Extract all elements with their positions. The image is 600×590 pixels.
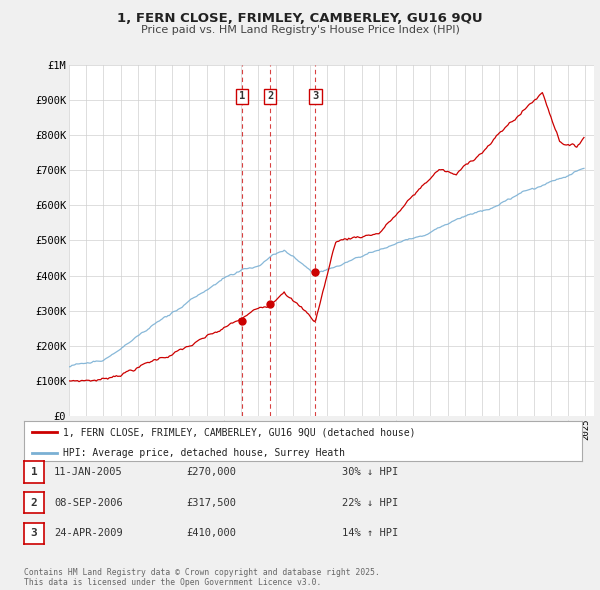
Text: 1: 1 xyxy=(239,91,245,101)
Text: Price paid vs. HM Land Registry's House Price Index (HPI): Price paid vs. HM Land Registry's House … xyxy=(140,25,460,35)
Text: 3: 3 xyxy=(31,529,37,538)
Text: 14% ↑ HPI: 14% ↑ HPI xyxy=(342,529,398,538)
Text: £270,000: £270,000 xyxy=(186,467,236,477)
Text: 11-JAN-2005: 11-JAN-2005 xyxy=(54,467,123,477)
Text: 1, FERN CLOSE, FRIMLEY, CAMBERLEY, GU16 9QU (detached house): 1, FERN CLOSE, FRIMLEY, CAMBERLEY, GU16 … xyxy=(63,428,416,438)
Text: 2: 2 xyxy=(31,498,37,507)
Text: 2: 2 xyxy=(267,91,274,101)
Text: Contains HM Land Registry data © Crown copyright and database right 2025.
This d: Contains HM Land Registry data © Crown c… xyxy=(24,568,380,587)
Text: 1: 1 xyxy=(31,467,37,477)
Text: 30% ↓ HPI: 30% ↓ HPI xyxy=(342,467,398,477)
Text: HPI: Average price, detached house, Surrey Heath: HPI: Average price, detached house, Surr… xyxy=(63,448,345,458)
Text: 3: 3 xyxy=(313,91,319,101)
Text: 24-APR-2009: 24-APR-2009 xyxy=(54,529,123,538)
Text: 22% ↓ HPI: 22% ↓ HPI xyxy=(342,498,398,507)
Text: £410,000: £410,000 xyxy=(186,529,236,538)
Text: £317,500: £317,500 xyxy=(186,498,236,507)
Text: 08-SEP-2006: 08-SEP-2006 xyxy=(54,498,123,507)
Text: 1, FERN CLOSE, FRIMLEY, CAMBERLEY, GU16 9QU: 1, FERN CLOSE, FRIMLEY, CAMBERLEY, GU16 … xyxy=(117,12,483,25)
